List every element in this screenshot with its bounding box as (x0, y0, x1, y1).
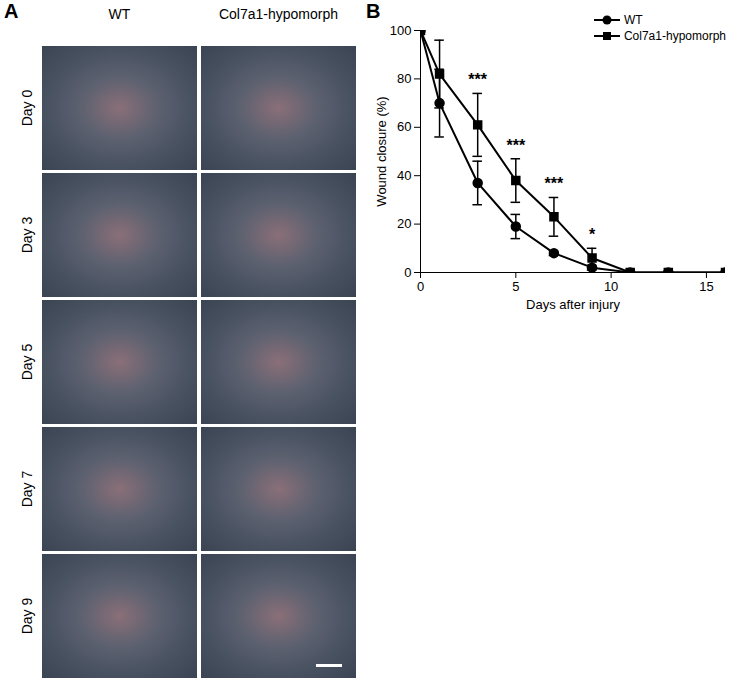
svg-text:80: 80 (397, 71, 411, 86)
html-text:Col7a1-hypomorph: Col7a1-hypomorph (623, 29, 726, 43)
html-text:Day 9: Day 9 (19, 597, 35, 635)
svg-text:100: 100 (390, 23, 412, 38)
svg-text:15: 15 (699, 279, 713, 294)
svg-text:60: 60 (397, 119, 411, 134)
svg-text:***: *** (468, 71, 487, 88)
svg-text:0: 0 (417, 279, 424, 294)
html-text:B: B (366, 0, 381, 22)
html-text:Day 0: Day 0 (19, 89, 35, 127)
svg-text:*: * (589, 226, 596, 243)
svg-text:Days after injury: Days after injury (526, 297, 620, 312)
svg-text:10: 10 (604, 279, 618, 294)
html-text:Day 7: Day 7 (19, 470, 35, 508)
html-text:Day 3: Day 3 (19, 216, 35, 254)
svg-text:40: 40 (397, 168, 411, 183)
svg-text:***: *** (506, 137, 525, 154)
svg-text:0: 0 (404, 265, 411, 280)
svg-text:5: 5 (512, 279, 519, 294)
html-text:Day 5: Day 5 (19, 343, 35, 381)
html-text:WT: WT (108, 6, 131, 22)
svg-text:20: 20 (397, 216, 411, 231)
html-text:Col7a1-hypomorph: Col7a1-hypomorph (219, 6, 338, 22)
svg-text:***: *** (545, 175, 564, 192)
svg-text:Wound closure (%): Wound closure (%) (374, 96, 389, 206)
html-text:A: A (4, 0, 19, 22)
html-text:WT: WT (623, 13, 643, 27)
